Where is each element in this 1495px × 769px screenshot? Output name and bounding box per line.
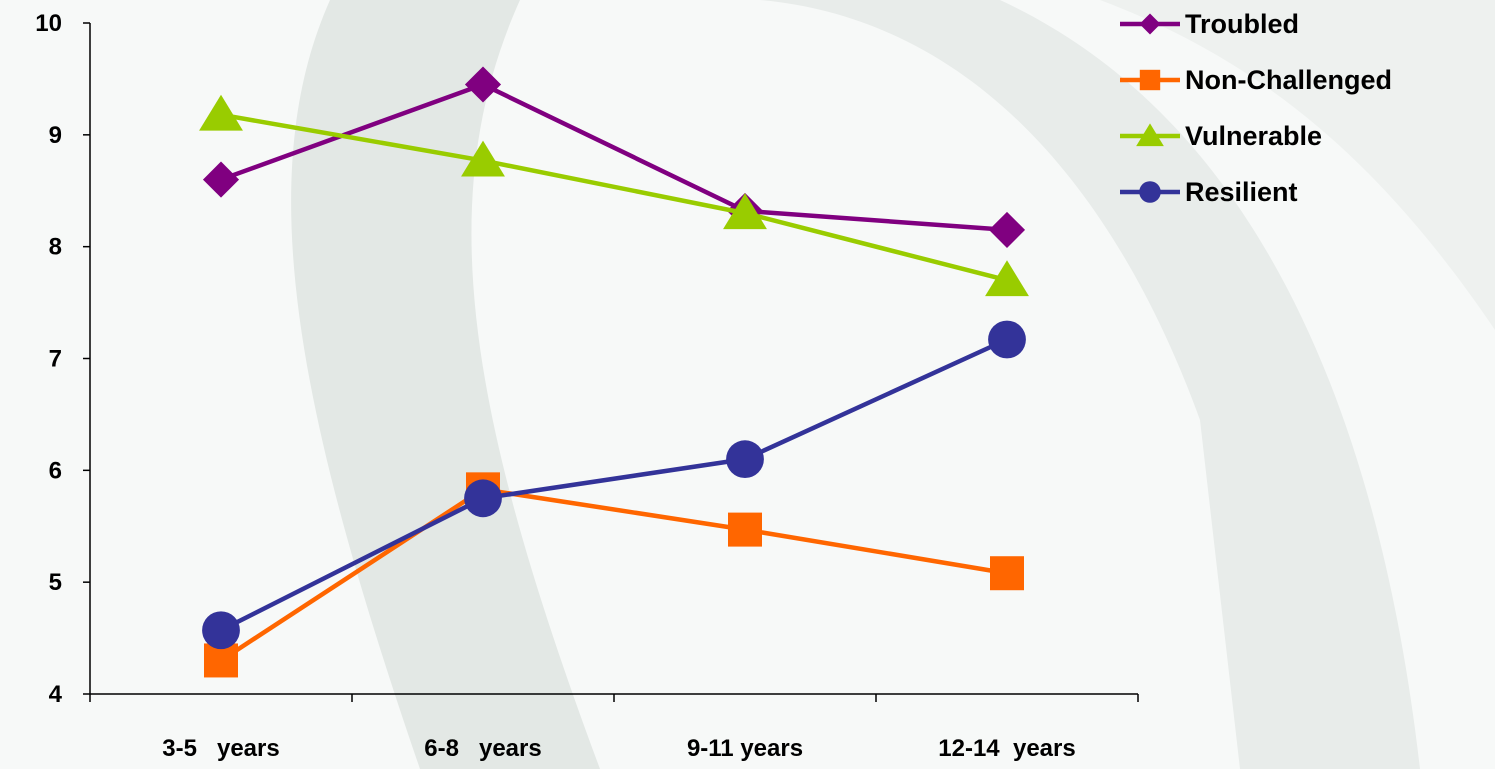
data-point-diamond bbox=[988, 211, 1026, 248]
data-point-circle bbox=[464, 479, 502, 518]
legend-item: Troubled bbox=[1120, 9, 1299, 39]
data-point-diamond bbox=[202, 161, 240, 198]
axes bbox=[83, 22, 1139, 702]
x-tick-label: 6-8 years bbox=[424, 735, 541, 762]
y-tick-label: 4 bbox=[49, 681, 63, 708]
data-point-triangle bbox=[723, 193, 767, 230]
x-tick-label: 3-5 years bbox=[162, 735, 279, 762]
y-tick-label: 10 bbox=[35, 10, 62, 37]
series-layer bbox=[199, 66, 1029, 678]
legend-label: Troubled bbox=[1185, 9, 1299, 39]
series-line bbox=[219, 337, 1008, 633]
legend-item: Vulnerable bbox=[1120, 121, 1322, 151]
legend-label: Non-Challenged bbox=[1185, 65, 1392, 95]
y-tick-label: 5 bbox=[49, 569, 62, 596]
y-tick-label: 6 bbox=[49, 457, 62, 484]
legend-marker-circle bbox=[1139, 181, 1161, 203]
data-point-triangle bbox=[985, 260, 1029, 297]
data-point-triangle bbox=[199, 94, 243, 131]
y-tick-label: 9 bbox=[49, 122, 62, 149]
data-point-circle bbox=[726, 440, 764, 479]
series-line bbox=[220, 82, 1008, 233]
x-tick-label: 9-11 years bbox=[687, 735, 803, 762]
legend-item: Resilient bbox=[1120, 177, 1298, 207]
series-resilient bbox=[202, 320, 1026, 650]
data-point-square bbox=[728, 512, 762, 547]
legend-marker-square bbox=[1139, 69, 1161, 91]
y-tick-label: 7 bbox=[49, 346, 62, 373]
legend-marker-triangle bbox=[1136, 123, 1164, 147]
x-tick-labels: 3-5 years 6-8 years 9-11 years 12-14 years bbox=[162, 735, 1075, 762]
series-troubled bbox=[202, 66, 1026, 248]
y-tick-label: 8 bbox=[49, 234, 62, 261]
y-tick-labels: 4 5 6 7 8 9 10 bbox=[35, 10, 62, 708]
data-point-triangle bbox=[461, 140, 505, 177]
series-line bbox=[219, 487, 1008, 663]
legend-marker-diamond bbox=[1139, 13, 1161, 35]
legend-item: Non-Challenged bbox=[1120, 65, 1392, 95]
legend-label: Resilient bbox=[1185, 177, 1298, 207]
data-point-diamond bbox=[464, 66, 502, 103]
data-point-circle bbox=[202, 611, 240, 650]
data-point-circle bbox=[988, 320, 1026, 359]
series-vulnerable bbox=[199, 94, 1029, 297]
x-tick-label: 12-14 years bbox=[938, 735, 1075, 762]
series-line bbox=[220, 112, 1008, 283]
legend-label: Vulnerable bbox=[1185, 121, 1322, 151]
data-point-square bbox=[990, 556, 1024, 591]
legend: Troubled Non-Challenged Vulnerable Resilien… bbox=[1120, 9, 1392, 207]
